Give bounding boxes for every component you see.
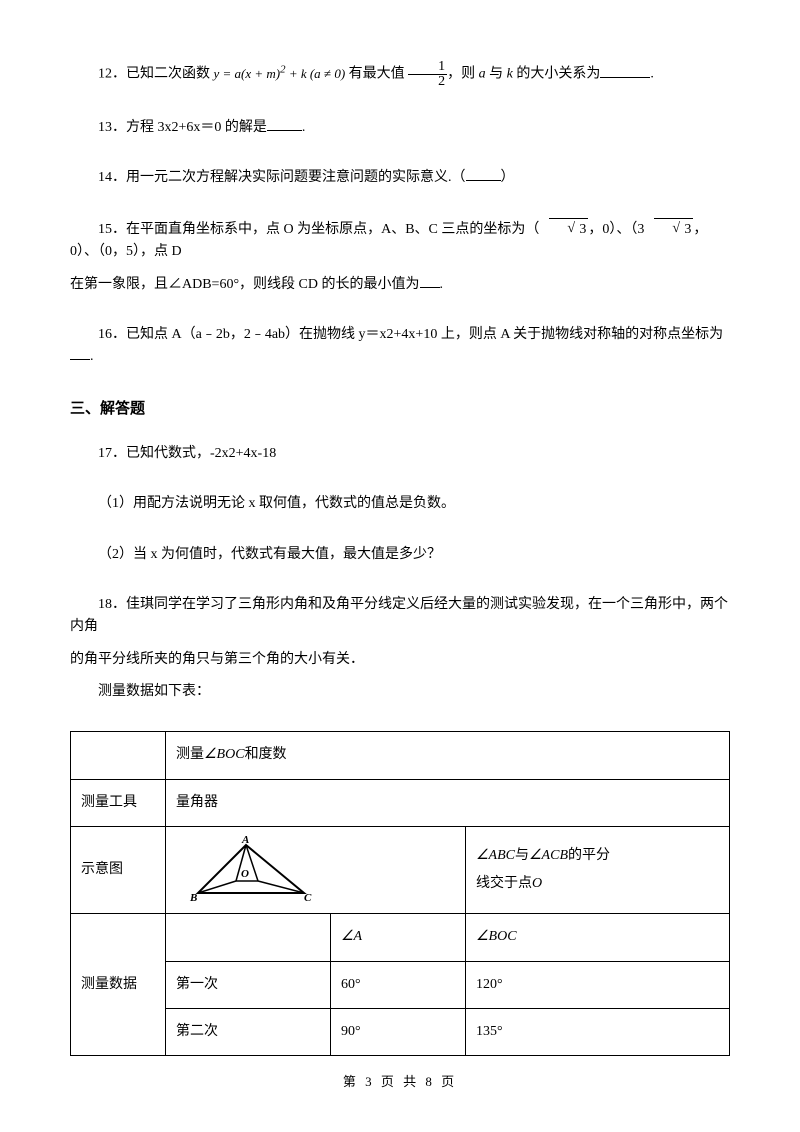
q18-intro: 测量数据如下表：	[70, 681, 730, 703]
q12-num: 12	[98, 67, 112, 82]
note-conj: 与	[515, 848, 529, 863]
page-footer: 第 3 页 共 8 页	[0, 1071, 800, 1090]
col-a: ∠A	[331, 914, 466, 961]
q17-sub2: （2）当 x 为何值时，代数式有最大值，最大值是多少？	[70, 544, 730, 566]
q12-var-k: k	[507, 67, 513, 82]
section-3-title: 三、解答题	[70, 397, 730, 421]
note-angle2: ∠ACB	[529, 848, 568, 863]
trial1-label: 第一次	[166, 961, 331, 1008]
q15-text1: ．在平面直角坐标系中，点 O 为坐标原点，A、B、C 三点的坐标为（	[112, 222, 539, 237]
q12-tail: 的大小关系为	[516, 67, 600, 82]
table-row: 第二次 90° 135°	[71, 1009, 730, 1056]
diagram-note-cell: ∠ABC与∠ACB的平分 线交于点O	[466, 827, 730, 914]
cell-empty	[71, 732, 166, 779]
q17-sub1: （1）用配方法说明无论 x 取何值，代数式的值总是负数。	[70, 493, 730, 515]
table-row: 测量∠BOC和度数	[71, 732, 730, 779]
question-14: 14．用一元二次方程解决实际问题要注意问题的实际意义.（ ）	[70, 167, 730, 189]
svg-text:B: B	[189, 892, 197, 904]
cell-empty2	[166, 914, 331, 961]
q14-close: ）	[501, 170, 515, 185]
trial2-label: 第二次	[166, 1009, 331, 1056]
q14-num: 14	[98, 170, 112, 185]
q12-var-a: a	[479, 67, 486, 82]
sqrt-icon-1: 3	[549, 218, 588, 241]
q14-blank	[466, 167, 501, 181]
frac-num: 1	[408, 60, 447, 75]
q12-period: .	[650, 67, 654, 82]
tool-value: 量角器	[166, 779, 730, 826]
col-boc: ∠BOC	[466, 914, 730, 961]
row1-tail: 和度数	[245, 747, 287, 762]
question-15: 15．在平面直角坐标系中，点 O 为坐标原点，A、B、C 三点的坐标为（3，0）…	[70, 218, 730, 296]
q17-num: 17	[98, 446, 112, 461]
q14-text: ．用一元二次方程解决实际问题要注意问题的实际意义.（	[112, 170, 466, 185]
q15-blank	[420, 274, 440, 288]
q12-mid: 有最大值	[349, 67, 405, 82]
q12-after: ，则	[447, 67, 475, 82]
table-row: 示意图 A O B C ∠ABC与∠ACB的平分 线交于点O	[71, 827, 730, 914]
table-row: 第一次 60° 120°	[71, 961, 730, 1008]
q16-text: ．已知点 A（a﹣2b，2﹣4ab）在抛物线 y＝x2+4x+10 上，则点 A…	[112, 327, 723, 342]
trial1-boc: 120°	[466, 961, 730, 1008]
row1-angle: ∠BOC	[204, 747, 245, 762]
svg-text:O: O	[241, 868, 249, 880]
diagram-label: 示意图	[71, 827, 166, 914]
q13-num: 13	[98, 120, 112, 135]
cell-header: 测量∠BOC和度数	[166, 732, 730, 779]
question-16: 16．已知点 A（a﹣2b，2﹣4ab）在抛物线 y＝x2+4x+10 上，则点…	[70, 324, 730, 369]
trial2-boc: 135°	[466, 1009, 730, 1056]
q13-text: ．方程 3x2+6x＝0 的解是	[112, 120, 267, 135]
q12-formula: y = a(x + m)2 + k (a ≠ 0)	[214, 66, 346, 81]
tool-label: 测量工具	[71, 779, 166, 826]
q12-prefix: ．已知二次函数	[112, 67, 210, 82]
svg-text:C: C	[304, 892, 312, 904]
note-tail1: 的平分	[568, 848, 610, 863]
sqrt-icon-2: 3	[654, 218, 693, 241]
q12-conj: 与	[489, 67, 503, 82]
question-13: 13．方程 3x2+6x＝0 的解是.	[70, 117, 730, 139]
svg-text:A: A	[241, 835, 249, 846]
note-angle1: ∠ABC	[476, 848, 515, 863]
question-12: 12．已知二次函数 y = a(x + m)2 + k (a ≠ 0) 有最大值…	[70, 60, 730, 89]
trial1-a: 60°	[331, 961, 466, 1008]
measurement-table: 测量∠BOC和度数 测量工具 量角器 示意图 A O B C	[70, 731, 730, 1056]
question-18: 18．佳琪同学在学习了三角形内角和及角平分线定义后经大量的测试实验发现，在一个三…	[70, 594, 730, 671]
diagram-cell: A O B C	[166, 827, 466, 914]
triangle-diagram-icon: A O B C	[186, 835, 316, 905]
q17-text: ．已知代数式，-2x2+4x-18	[112, 446, 276, 461]
note-O: O	[532, 876, 542, 891]
q15-num: 15	[98, 222, 112, 237]
q18-num: 18	[98, 597, 112, 612]
q15-line2: 在第一象限，且∠ADB=60°，则线段 CD 的长的最小值为	[70, 277, 420, 292]
q15-period: .	[440, 277, 444, 292]
trial2-a: 90°	[331, 1009, 466, 1056]
table-row: 测量数据 ∠A ∠BOC	[71, 914, 730, 961]
question-17: 17．已知代数式，-2x2+4x-18	[70, 443, 730, 465]
frac-den: 2	[408, 75, 447, 89]
q18-line2: 的角平分线所夹的角只与第三个角的大小有关．	[70, 649, 730, 671]
q16-blank	[70, 346, 90, 360]
table-row: 测量工具 量角器	[71, 779, 730, 826]
row1-header: 测量	[176, 747, 204, 762]
q16-num: 16	[98, 327, 112, 342]
data-label: 测量数据	[71, 914, 166, 1056]
note-tail2: 线交于点	[476, 876, 532, 891]
q15-line2-wrap: 在第一象限，且∠ADB=60°，则线段 CD 的长的最小值为.	[70, 274, 730, 296]
q16-period: .	[90, 349, 94, 364]
q12-blank	[600, 64, 650, 78]
q13-period: .	[302, 120, 306, 135]
q18-line1: ．佳琪同学在学习了三角形内角和及角平分线定义后经大量的测试实验发现，在一个三角形…	[70, 597, 728, 634]
q12-fraction: 1 2	[408, 60, 447, 89]
q13-blank	[267, 117, 302, 131]
q15-text2: ，0）、（3	[588, 222, 644, 237]
